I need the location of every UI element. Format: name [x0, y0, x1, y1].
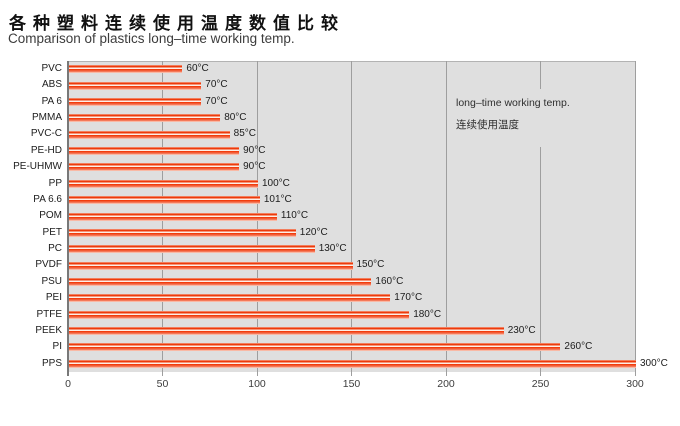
gridline-150: [351, 61, 352, 376]
value-label: 170°C: [394, 292, 423, 304]
category-label: PI: [52, 341, 62, 353]
legend-line-zh: 连续使用温度: [456, 119, 519, 131]
temp-bar: [69, 343, 561, 352]
category-label: PA 6: [41, 95, 62, 107]
x-tick-label-200: 200: [437, 378, 455, 390]
temp-bar: [69, 359, 636, 368]
value-label: 101°C: [263, 193, 292, 205]
value-label: 85°C: [233, 128, 256, 140]
temp-bar: [69, 65, 183, 74]
category-label: PEEK: [35, 324, 62, 336]
gridline-250: [540, 61, 541, 376]
value-label: 70°C: [205, 95, 228, 107]
value-label: 300°C: [640, 357, 668, 369]
temp-bar: [69, 147, 240, 156]
category-label: PMMA: [32, 112, 62, 124]
temp-bar: [69, 212, 277, 221]
category-label: PC: [48, 243, 62, 255]
category-label: ABS: [41, 79, 62, 91]
value-label: 100°C: [262, 177, 290, 189]
value-label: 260°C: [564, 341, 593, 353]
legend: long–time working temp. 连续使用温度: [448, 89, 578, 147]
value-label: 230°C: [507, 324, 536, 336]
x-tick-label-50: 50: [156, 378, 169, 390]
gridline-200: [445, 61, 447, 376]
temp-bar: [69, 97, 202, 106]
category-label: POM: [39, 210, 62, 222]
temp-bar: [69, 261, 353, 270]
category-label: PVDF: [35, 259, 62, 271]
category-label: PE-UHMW: [13, 161, 62, 173]
value-label: 80°C: [224, 112, 247, 124]
value-label: 120°C: [299, 226, 328, 238]
legend-line-en: long–time working temp.: [456, 97, 570, 109]
value-label: 150°C: [356, 259, 385, 271]
category-label: PA 6.6: [33, 193, 62, 205]
value-label: 180°C: [413, 308, 442, 320]
temp-bar: [69, 310, 410, 319]
value-label: 130°C: [318, 243, 347, 255]
temp-bar: [69, 294, 391, 303]
page-title: 各种塑料连续使用温度数值比较: [9, 14, 345, 33]
temp-bar: [69, 245, 315, 254]
temp-bar: [69, 163, 240, 172]
page-subtitle: Comparison of plastics long–time working…: [8, 31, 295, 46]
x-tick-label-250: 250: [531, 378, 550, 390]
value-label: 110°C: [280, 210, 309, 222]
x-tick-label-100: 100: [248, 378, 266, 390]
temp-bar: [69, 179, 258, 188]
category-label: PEI: [45, 292, 62, 304]
value-label: 70°C: [205, 79, 228, 91]
category-label: PVC: [41, 63, 62, 74]
category-label: PTFE: [36, 308, 62, 320]
temp-bar: [69, 228, 296, 237]
value-label: 90°C: [243, 161, 266, 173]
value-label: 160°C: [375, 275, 404, 287]
category-label: PP: [48, 177, 62, 189]
category-label: PE-HD: [30, 144, 62, 156]
temp-bar: [69, 196, 260, 205]
category-label: PSU: [41, 275, 62, 287]
temp-bar: [69, 81, 202, 90]
temp-bar: [69, 327, 504, 336]
temp-bar: [69, 130, 230, 139]
x-tick-label-0: 0: [65, 378, 71, 390]
temp-bar: [69, 277, 372, 286]
category-label: PVC-C: [30, 128, 62, 140]
gridline-300: [634, 61, 636, 376]
x-tick-label-300: 300: [626, 378, 644, 390]
category-label: PPS: [41, 357, 62, 369]
value-label: 90°C: [243, 144, 266, 156]
temp-bar: [69, 114, 221, 123]
value-label: 60°C: [186, 63, 209, 74]
x-tick-label-150: 150: [342, 378, 361, 390]
y-axis-line: [67, 61, 69, 376]
category-label: PET: [42, 226, 62, 238]
